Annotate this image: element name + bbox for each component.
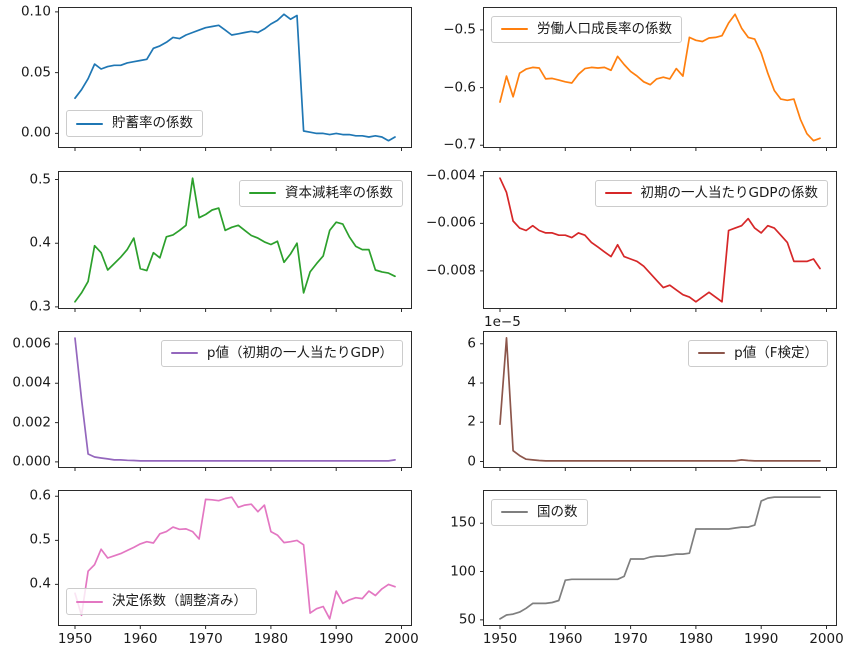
legend-line-sample [249, 192, 276, 195]
plot-canvas [480, 175, 827, 312]
y-tick-label: 0.4 [29, 234, 51, 251]
legend-label: 労働人口成長率の係数 [537, 21, 672, 37]
x-tick-label: 1990 [319, 631, 354, 647]
subplot-savings-rate-coef: 貯蓄率の係数 0.00 0.05 0.10 [21, 5, 412, 151]
x-tick-label: 2000 [384, 631, 419, 647]
legend-label: p値（初期の一人当たりGDP） [206, 345, 393, 361]
subplot-pvalue-ftest: p値（F検定） 0 2 4 6 1e−5 [467, 315, 837, 471]
x-tick-label: 1950 [57, 631, 93, 647]
y-tick-label: −0.5 [443, 21, 476, 38]
y-tick-label: 2 [467, 413, 476, 430]
legend-adjusted-r-squared: 決定係数（調整済み） [66, 588, 257, 615]
y-tick-label: 0.00 [20, 124, 51, 141]
legend-pvalue-initial-gdp: p値（初期の一人当たりGDP） [160, 340, 403, 367]
y-tick-label: −0.7 [443, 136, 476, 153]
tick-marks [55, 11, 402, 151]
y-tick-label: 0.5 [29, 170, 51, 187]
subplot-adjusted-r-squared: 決定係数（調整済み） 0.4 0.5 0.6 1950 1960 1970 1980 1990… [30, 489, 419, 645]
y-tick-label: 0.004 [12, 374, 51, 391]
legend-line-sample [604, 192, 632, 195]
y-tick-label: 0.000 [12, 453, 51, 470]
data-line-series [74, 177, 396, 303]
legend-line-sample [698, 352, 726, 355]
x-tick-label: 1950 [482, 631, 518, 647]
legend-label: 決定係数（調整済み） [112, 593, 247, 610]
y-tick-label: 0.3 [29, 298, 51, 315]
y-tick-label: 50 [458, 611, 476, 628]
subplot-country-count: 国の数 50 100 150 1950 1960 1970 1980 1990 2000 [450, 490, 844, 646]
subplot-labor-growth-coef: 労働人口成長率の係数 −0.7 −0.6 −0.5 [443, 7, 837, 151]
legend-label: 貯蓄率の係数 [112, 115, 193, 132]
legend-label: 資本減耗率の係数 [285, 185, 393, 201]
legend-initial-gdp-coef: 初期の一人当たりGDPの係数 [594, 180, 828, 207]
legend-label: p値（F検定） [734, 345, 818, 361]
tick-marks [480, 522, 827, 629]
tick-marks [55, 495, 402, 629]
legend-line-sample [76, 122, 103, 125]
data-line-series [74, 496, 396, 620]
y-tick-label: 0.4 [29, 575, 51, 592]
tick-marks [55, 343, 402, 471]
y-tick-label: −0.006 [426, 214, 476, 231]
legend-savings-rate-coef: 貯蓄率の係数 [66, 110, 203, 137]
y-tick-label: 0.10 [20, 3, 51, 20]
data-line-series [499, 337, 821, 462]
data-line-series [499, 13, 821, 142]
legend-line-sample [501, 511, 528, 514]
subplot-depreciation-coef: 資本減耗率の係数 0.3 0.4 0.5 [30, 171, 412, 313]
legend-label: 国の数 [537, 504, 578, 520]
x-tick-label: 1980 [678, 631, 714, 647]
legend-label: 初期の一人当たりGDPの係数 [640, 185, 819, 201]
y-tick-label: 0.006 [12, 335, 51, 352]
tick-marks [480, 29, 827, 151]
y-tick-label: −0.004 [426, 167, 476, 184]
plot-canvas [480, 337, 827, 471]
data-line-series [499, 496, 821, 620]
y-tick-label: 0.5 [29, 531, 51, 548]
data-line-series [74, 13, 396, 142]
y-tick-label: 4 [467, 374, 476, 391]
y-tick-label: −0.008 [426, 262, 476, 279]
subplot-pvalue-initial-gdp: p値（初期の一人当たりGDP） 0.000 0.002 0.004 0.006 [12, 331, 412, 471]
legend-country-count: 国の数 [491, 499, 588, 526]
x-tick-label: 1970 [613, 631, 648, 647]
x-tick-label: 2000 [809, 631, 844, 647]
y-tick-label: 0.6 [29, 487, 51, 504]
plot-canvas [55, 495, 402, 629]
plot-canvas [55, 177, 402, 312]
subplot-initial-gdp-coef: 初期の一人当たりGDPの係数 −0.008 −0.006 −0.004 [426, 169, 837, 312]
axis-scale-offset-label: 1e−5 [484, 313, 521, 330]
y-tick-label: −0.6 [443, 78, 476, 95]
legend-depreciation-coef: 資本減耗率の係数 [239, 180, 403, 207]
legend-labor-growth-coef: 労働人口成長率の係数 [491, 16, 682, 43]
plot-canvas [55, 11, 402, 151]
x-tick-label: 1960 [123, 631, 158, 647]
tick-marks [55, 179, 402, 312]
x-tick-label: 1980 [253, 631, 289, 647]
y-tick-label: 6 [467, 335, 476, 352]
data-line-series [499, 177, 821, 303]
legend-line-sample [170, 352, 198, 355]
y-tick-label: 0.002 [12, 413, 51, 430]
data-line-series [74, 337, 396, 462]
plot-canvas [480, 13, 827, 151]
tick-marks [480, 175, 827, 312]
y-tick-label: 0 [467, 452, 476, 469]
plot-canvas [55, 337, 402, 471]
x-tick-label: 1970 [188, 631, 223, 647]
x-tick-label: 1990 [744, 631, 779, 647]
y-tick-label: 100 [450, 562, 476, 579]
plot-canvas [480, 496, 827, 629]
legend-line-sample [501, 28, 528, 31]
y-tick-label: 0.05 [20, 63, 51, 80]
y-tick-label: 150 [450, 514, 476, 531]
x-tick-label: 1960 [548, 631, 583, 647]
legend-line-sample [76, 600, 103, 603]
legend-pvalue-ftest: p値（F検定） [688, 340, 828, 367]
tick-marks [480, 343, 827, 471]
